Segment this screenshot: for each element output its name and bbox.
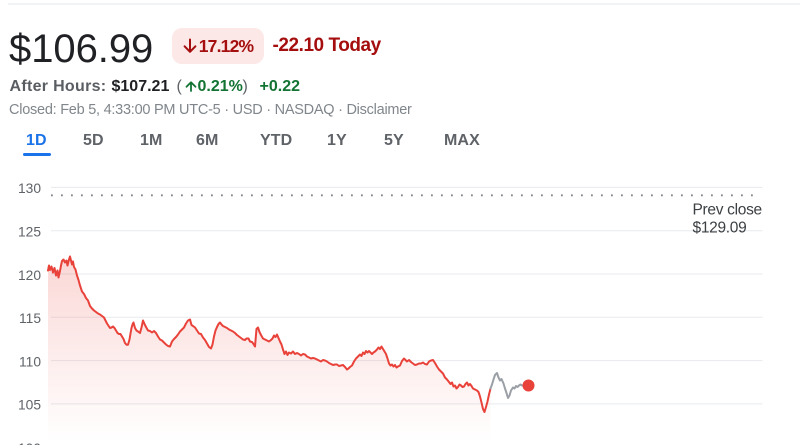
- svg-text:120: 120: [18, 268, 41, 283]
- svg-text:Prev close: Prev close: [693, 201, 762, 218]
- svg-text:100: 100: [18, 441, 41, 445]
- svg-text:130: 130: [18, 181, 41, 196]
- svg-text:125: 125: [18, 225, 41, 240]
- svg-text:115: 115: [19, 311, 41, 326]
- svg-text:105: 105: [18, 398, 41, 413]
- svg-text:$129.09: $129.09: [693, 219, 747, 236]
- svg-text:110: 110: [19, 354, 41, 369]
